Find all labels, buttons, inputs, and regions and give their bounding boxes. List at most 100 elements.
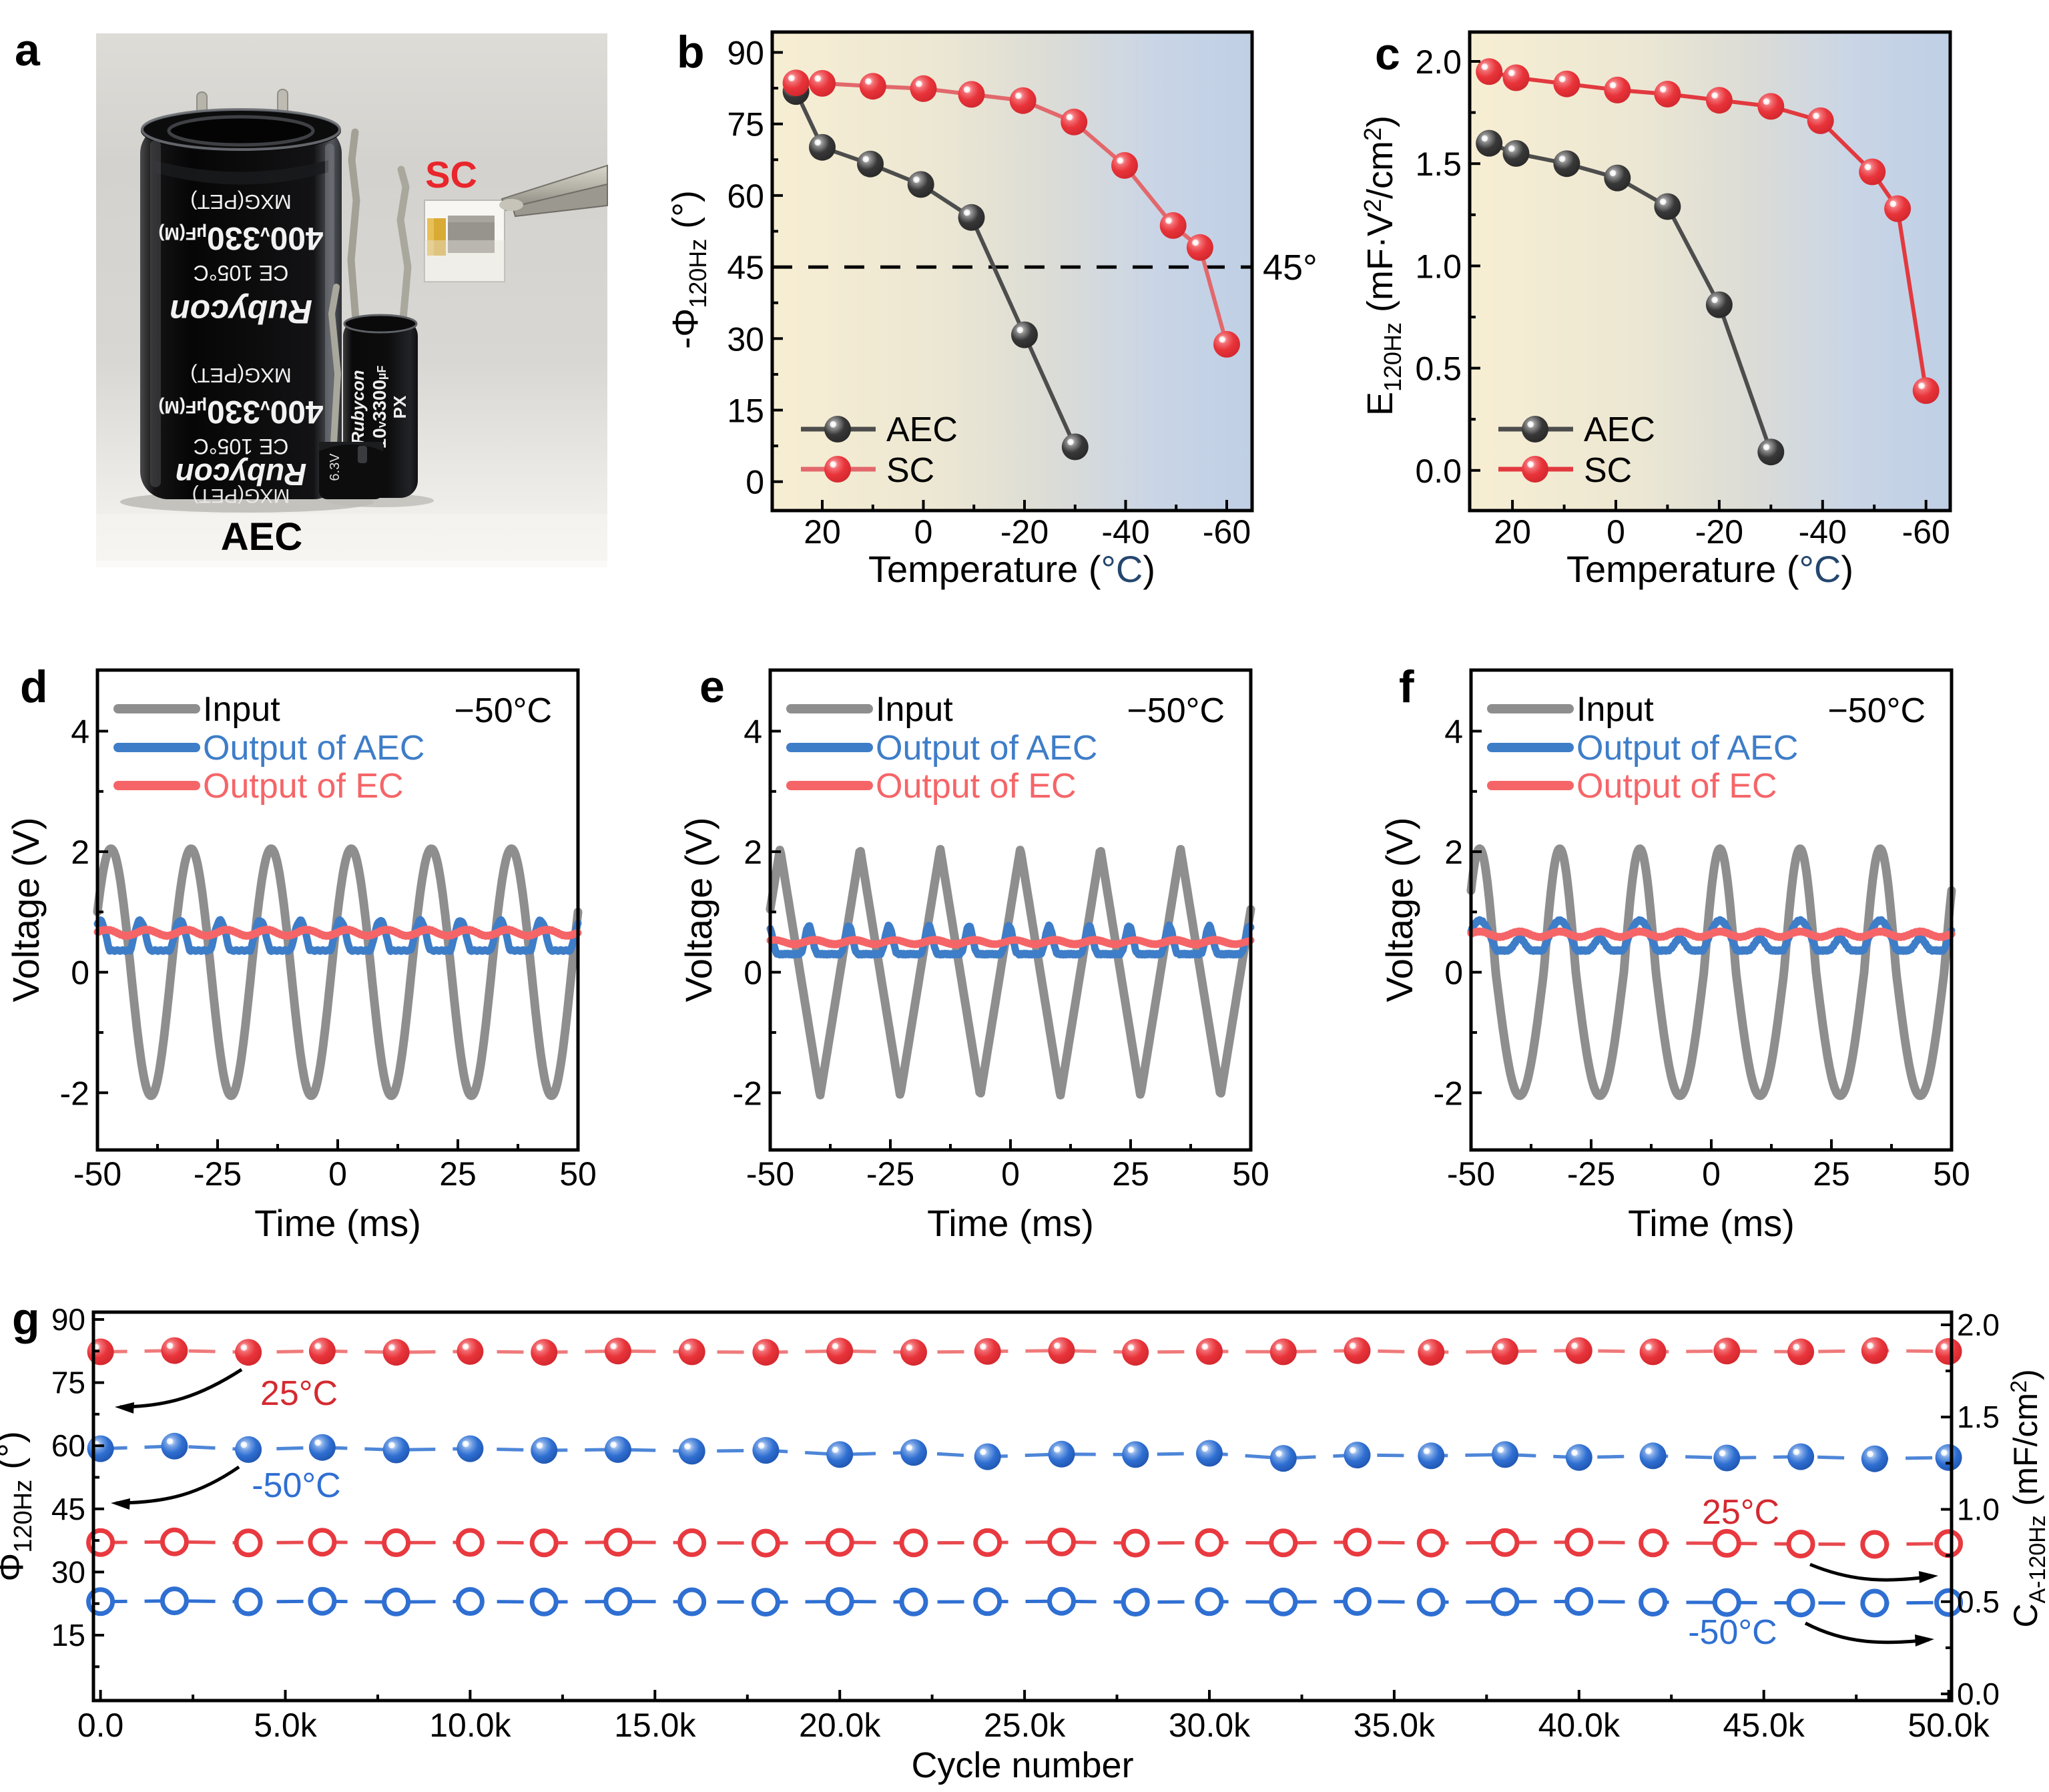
svg-text:0.0: 0.0 [1415, 453, 1462, 490]
svg-text:45.0k: 45.0k [1723, 1707, 1805, 1744]
svg-text:Time (ms): Time (ms) [1628, 1202, 1795, 1244]
svg-text:-2: -2 [1434, 1075, 1463, 1112]
svg-text:-50°C: -50°C [1688, 1613, 1777, 1652]
svg-text:-50°C: -50°C [252, 1466, 341, 1505]
svg-text:25°C: 25°C [1702, 1493, 1779, 1532]
svg-text:Rubycon: Rubycon [170, 293, 312, 330]
svg-text:1.5: 1.5 [1957, 1400, 2000, 1434]
svg-text:Temperature (°C): Temperature (°C) [868, 548, 1155, 590]
svg-text:4: 4 [744, 713, 762, 751]
svg-text:25.0k: 25.0k [984, 1707, 1066, 1744]
svg-text:50.0k: 50.0k [1908, 1707, 1990, 1744]
svg-text:75: 75 [727, 106, 764, 143]
svg-text:-50: -50 [746, 1155, 794, 1193]
svg-text:E120Hz (mF·V2/cm2): E120Hz (mF·V2/cm2) [1359, 115, 1406, 416]
svg-text:AEC: AEC [886, 410, 958, 449]
svg-text:-60: -60 [1203, 513, 1251, 551]
svg-text:2: 2 [744, 834, 762, 871]
svg-text:Input: Input [203, 690, 280, 729]
svg-text:20: 20 [804, 513, 841, 551]
svg-text:−50°C: −50°C [454, 691, 552, 730]
svg-text:4: 4 [1444, 713, 1463, 751]
svg-text:45: 45 [727, 249, 764, 286]
svg-text:30: 30 [727, 320, 764, 358]
svg-text:g: g [12, 1293, 40, 1344]
svg-text:Rubycon: Rubycon [348, 370, 368, 444]
svg-text:2.0: 2.0 [1415, 43, 1462, 81]
svg-text:2.0: 2.0 [1957, 1307, 2000, 1342]
svg-text:SC: SC [886, 451, 934, 490]
svg-text:25°C: 25°C [260, 1374, 338, 1413]
svg-text:MXG(PET): MXG(PET) [192, 485, 290, 507]
svg-text:0.5: 0.5 [1415, 350, 1462, 388]
svg-text:0: 0 [328, 1155, 347, 1193]
svg-text:Temperature (°C): Temperature (°C) [1566, 548, 1853, 590]
svg-text:-40: -40 [1101, 513, 1149, 551]
svg-text:Output of EC: Output of EC [203, 767, 404, 806]
svg-text:1.0: 1.0 [1415, 248, 1462, 285]
svg-text:Output of AEC: Output of AEC [203, 729, 424, 768]
svg-text:-40: -40 [1799, 513, 1847, 551]
svg-text:0: 0 [1702, 1155, 1721, 1193]
svg-text:Output of AEC: Output of AEC [1576, 729, 1798, 768]
svg-text:d: d [20, 661, 48, 712]
svg-text:30: 30 [51, 1554, 85, 1589]
svg-text:40.0k: 40.0k [1538, 1707, 1621, 1744]
svg-text:b: b [677, 27, 705, 77]
svg-text:15: 15 [727, 392, 764, 430]
svg-text:-25: -25 [194, 1155, 242, 1193]
svg-text:f: f [1399, 661, 1414, 712]
svg-text:15.0k: 15.0k [614, 1707, 696, 1744]
svg-text:35.0k: 35.0k [1354, 1707, 1436, 1744]
svg-text:30.0k: 30.0k [1169, 1707, 1251, 1744]
svg-text:25: 25 [1813, 1155, 1850, 1193]
svg-text:a: a [15, 25, 41, 75]
svg-text:Input: Input [876, 690, 953, 729]
svg-text:5.0k: 5.0k [254, 1707, 318, 1744]
svg-text:MXG(PET): MXG(PET) [190, 364, 292, 387]
svg-text:400v330µF(M): 400v330µF(M) [158, 220, 323, 256]
svg-text:25: 25 [439, 1155, 477, 1193]
svg-text:4: 4 [71, 713, 89, 751]
svg-text:15: 15 [51, 1618, 85, 1653]
svg-text:Output of EC: Output of EC [876, 767, 1077, 806]
svg-text:45°: 45° [1263, 248, 1318, 288]
svg-text:Output of EC: Output of EC [1576, 767, 1777, 806]
svg-text:Rubycon: Rubycon [176, 457, 307, 492]
svg-text:25: 25 [1112, 1155, 1149, 1193]
svg-text:-25: -25 [1567, 1155, 1615, 1193]
svg-text:-20: -20 [1000, 513, 1049, 551]
svg-text:-50: -50 [73, 1155, 121, 1193]
svg-text:0: 0 [1606, 513, 1625, 551]
svg-text:0.0: 0.0 [1957, 1677, 2000, 1711]
svg-text:2: 2 [1444, 834, 1463, 871]
svg-text:6.3V: 6.3V [328, 453, 342, 481]
svg-text:CE 105°C: CE 105°C [194, 261, 289, 285]
svg-text:-50: -50 [1447, 1155, 1495, 1193]
svg-text:75: 75 [51, 1366, 85, 1400]
svg-text:45: 45 [51, 1492, 85, 1526]
svg-text:0.0: 0.0 [77, 1707, 124, 1744]
svg-text:90: 90 [51, 1302, 85, 1337]
svg-text:60: 60 [727, 178, 764, 215]
svg-text:Time (ms): Time (ms) [254, 1202, 421, 1244]
svg-text:e: e [699, 661, 725, 712]
svg-text:AEC: AEC [221, 515, 302, 559]
svg-text:0: 0 [744, 954, 762, 992]
svg-text:0: 0 [914, 513, 933, 551]
svg-text:-20: -20 [1695, 513, 1743, 551]
svg-text:Input: Input [1576, 690, 1654, 729]
svg-text:0: 0 [1444, 954, 1463, 992]
svg-text:50: 50 [1232, 1155, 1269, 1193]
svg-text:AEC: AEC [1584, 410, 1655, 449]
svg-text:−50°C: −50°C [1127, 691, 1225, 730]
svg-text:20: 20 [1494, 513, 1531, 551]
svg-text:Time (ms): Time (ms) [927, 1202, 1094, 1244]
svg-text:50: 50 [559, 1155, 597, 1193]
svg-text:50: 50 [1933, 1155, 1970, 1193]
svg-text:−50°C: −50°C [1827, 691, 1926, 730]
svg-text:Voltage (V): Voltage (V) [677, 817, 719, 1002]
svg-text:0.5: 0.5 [1957, 1584, 2000, 1619]
svg-text:2: 2 [71, 834, 89, 871]
svg-text:-2: -2 [60, 1075, 89, 1112]
